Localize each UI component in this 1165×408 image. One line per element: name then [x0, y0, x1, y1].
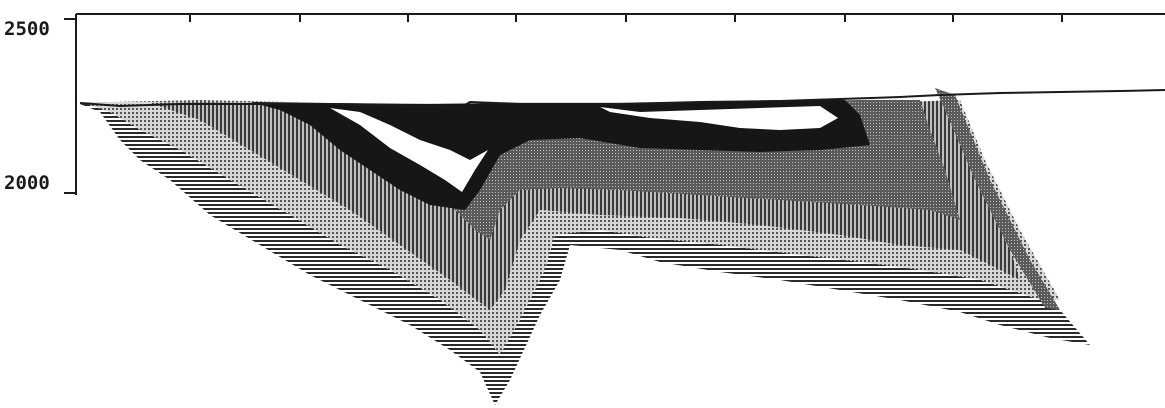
y-tick-label-2500: 2500 [4, 18, 50, 40]
stratum-black [250, 100, 870, 210]
stratum-white-lens [330, 108, 488, 192]
thrust-band [935, 88, 1060, 310]
stratum-white-lens-2 [600, 106, 838, 130]
y-tick-label-2000: 2000 [4, 172, 50, 194]
axes [64, 13, 1165, 195]
strata [80, 88, 1090, 405]
top-axis-ticks [189, 14, 1063, 22]
surface-profile [79, 89, 1165, 110]
